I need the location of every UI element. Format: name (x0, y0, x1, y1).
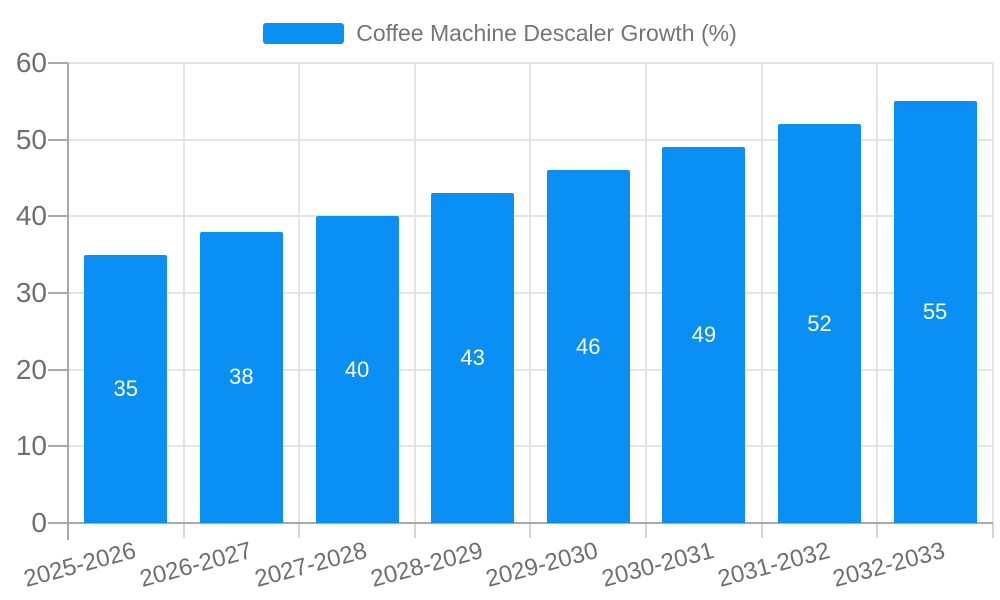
x-axis-tick (876, 523, 879, 538)
legend-item[interactable]: Coffee Machine Descaler Growth (%) (0, 20, 1000, 46)
y-axis-tick (48, 138, 68, 141)
x-axis-label: 2026-2027 (136, 537, 255, 593)
x-axis-label: 2030-2031 (598, 537, 717, 593)
bar-value-label: 35 (113, 375, 139, 401)
x-axis-label: 2027-2028 (252, 537, 371, 593)
bar-value-label: 46 (575, 333, 601, 359)
y-axis-label: 50 (15, 123, 47, 155)
bar-value-label: 55 (922, 299, 948, 325)
bar-2031-2032[interactable]: 52 (777, 124, 861, 523)
gridline-vertical (413, 63, 416, 523)
y-axis-label: 0 (31, 507, 47, 538)
bar-value-label: 38 (229, 364, 254, 390)
bar-2028-2029[interactable]: 43 (431, 193, 515, 523)
x-axis-tick (760, 523, 763, 538)
x-axis-tick (991, 523, 994, 538)
x-axis-label: 2032-2033 (830, 537, 949, 593)
x-axis-label: 2031-2032 (714, 537, 833, 593)
x-axis-tick (182, 523, 185, 538)
gridline-vertical (645, 63, 648, 523)
bar-value-label: 43 (460, 345, 485, 371)
x-axis-label: 2028-2029 (367, 537, 486, 593)
gridline-vertical (529, 63, 532, 523)
y-axis-label: 40 (15, 200, 47, 232)
legend-label: Coffee Machine Descaler Growth (%) (356, 20, 737, 46)
x-axis-tick (645, 523, 648, 538)
gridline-vertical (991, 63, 994, 523)
x-axis-tick (529, 523, 532, 538)
x-axis-label: 2025-2026 (20, 537, 139, 593)
x-axis-label: 2029-2030 (483, 537, 602, 593)
y-axis-label: 30 (15, 277, 47, 308)
bar-2027-2028[interactable]: 40 (315, 216, 399, 523)
bar-2032-2033[interactable]: 55 (893, 101, 977, 523)
bar-value-label: 49 (691, 322, 717, 348)
bar-2030-2031[interactable]: 49 (662, 147, 746, 523)
y-axis-tick (48, 292, 68, 294)
x-axis-line (58, 522, 993, 524)
y-axis-tick (48, 62, 68, 64)
x-axis-tick (413, 523, 416, 538)
bar-2025-2026[interactable]: 35 (84, 254, 168, 523)
bar-value-label: 40 (344, 356, 370, 382)
y-axis-tick (48, 368, 68, 371)
bar-2026-2027[interactable]: 38 (199, 231, 283, 523)
y-axis-label: 20 (15, 353, 47, 385)
y-axis-tick (48, 215, 68, 218)
y-axis-line (67, 63, 69, 540)
gridline-vertical (182, 63, 185, 523)
x-axis-tick (298, 523, 301, 538)
bar-2029-2030[interactable]: 46 (546, 170, 630, 523)
y-axis-label: 10 (15, 430, 47, 462)
legend-swatch-icon (263, 22, 345, 44)
y-axis-tick (48, 445, 68, 448)
gridline-vertical (876, 63, 879, 523)
gridline-vertical (760, 63, 763, 523)
bar-value-label: 52 (807, 310, 832, 336)
gridline-vertical (298, 63, 301, 523)
y-axis-label: 60 (15, 47, 47, 78)
